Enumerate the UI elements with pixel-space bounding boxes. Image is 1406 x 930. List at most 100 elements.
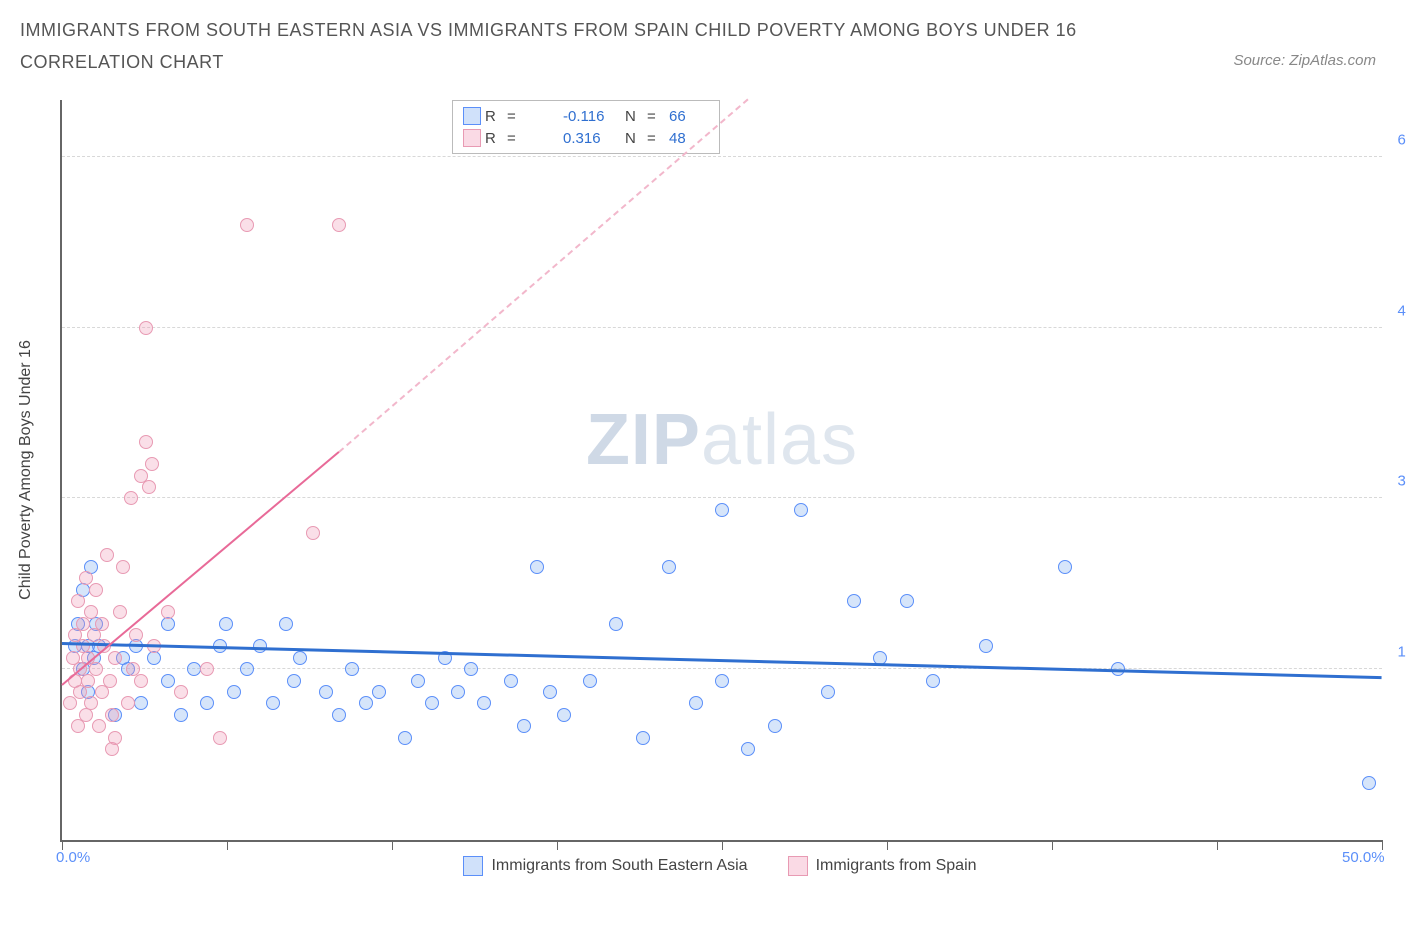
scatter-point <box>84 605 98 619</box>
stats-N-label-2: N <box>625 130 643 147</box>
stats-R-pink: 0.316 <box>563 130 621 147</box>
x-tick <box>1217 840 1218 850</box>
scatter-point <box>227 685 241 699</box>
scatter-point <box>609 617 623 631</box>
stats-swatch-blue <box>463 107 481 125</box>
legend-label-blue: Immigrants from South Eastern Asia <box>491 857 747 875</box>
scatter-point <box>134 696 148 710</box>
y-tick-label: 15.0% <box>1397 644 1406 661</box>
scatter-point <box>287 674 301 688</box>
stats-N-blue: 66 <box>669 108 709 125</box>
scatter-point <box>847 594 861 608</box>
gridline <box>62 668 1382 669</box>
scatter-point <box>504 674 518 688</box>
scatter-point <box>121 696 135 710</box>
x-tick <box>557 840 558 850</box>
scatter-point <box>145 457 159 471</box>
stats-R-blue: -0.116 <box>563 108 621 125</box>
scatter-point <box>266 696 280 710</box>
scatter-point <box>715 674 729 688</box>
x-tick <box>722 840 723 850</box>
scatter-point <box>92 719 106 733</box>
scatter-point <box>134 674 148 688</box>
x-tick <box>1052 840 1053 850</box>
x-tick <box>392 840 393 850</box>
scatter-point <box>113 605 127 619</box>
gridline <box>62 497 1382 498</box>
scatter-point <box>557 708 571 722</box>
stats-R-label-2: R <box>485 130 503 147</box>
scatter-point <box>319 685 333 699</box>
scatter-point <box>105 708 119 722</box>
scatter-point <box>124 491 138 505</box>
scatter-point <box>108 731 122 745</box>
scatter-point <box>636 731 650 745</box>
gridline <box>62 327 1382 328</box>
scatter-point <box>89 662 103 676</box>
y-axis-label: Child Poverty Among Boys Under 16 <box>17 340 35 600</box>
scatter-point <box>517 719 531 733</box>
stats-eq-2: = <box>647 108 665 125</box>
scatter-point <box>79 571 93 585</box>
scatter-point <box>139 321 153 335</box>
scatter-point <box>1362 776 1376 790</box>
stats-eq-4: = <box>647 130 665 147</box>
scatter-point <box>477 696 491 710</box>
scatter-point <box>139 435 153 449</box>
source-label: Source: ZipAtlas.com <box>1233 52 1376 69</box>
stats-R-label: R <box>485 108 503 125</box>
scatter-point <box>103 674 117 688</box>
scatter-point <box>116 560 130 574</box>
scatter-point <box>142 480 156 494</box>
scatter-point <box>741 742 755 756</box>
y-tick-label: 45.0% <box>1397 302 1406 319</box>
scatter-point <box>451 685 465 699</box>
plot-wrap: ZIPatlas Child Poverty Among Boys Under … <box>60 100 1380 840</box>
scatter-point <box>174 708 188 722</box>
scatter-point <box>1058 560 1072 574</box>
scatter-point <box>213 731 227 745</box>
x-tick <box>887 840 888 850</box>
scatter-point <box>900 594 914 608</box>
watermark-bold: ZIP <box>586 400 701 480</box>
scatter-point <box>583 674 597 688</box>
stats-box: R = -0.116 N = 66 R = 0.316 N = 48 <box>452 100 720 154</box>
scatter-point <box>63 696 77 710</box>
scatter-point <box>108 651 122 665</box>
legend-swatch-blue <box>463 856 483 876</box>
scatter-point <box>821 685 835 699</box>
scatter-point <box>332 218 346 232</box>
scatter-point <box>219 617 233 631</box>
stats-eq-3: = <box>507 130 559 147</box>
stats-swatch-pink <box>463 129 481 147</box>
scatter-point <box>464 662 478 676</box>
scatter-point <box>345 662 359 676</box>
watermark: ZIPatlas <box>586 399 858 481</box>
scatter-point <box>794 503 808 517</box>
scatter-point <box>89 583 103 597</box>
gridline <box>62 156 1382 157</box>
scatter-point <box>129 628 143 642</box>
scatter-point <box>71 594 85 608</box>
scatter-point <box>100 548 114 562</box>
scatter-point <box>689 696 703 710</box>
scatter-point <box>768 719 782 733</box>
legend-swatch-pink <box>788 856 808 876</box>
y-tick-label: 60.0% <box>1397 131 1406 148</box>
legend-item-pink: Immigrants from Spain <box>788 856 977 876</box>
stats-N-label: N <box>625 108 643 125</box>
scatter-point <box>543 685 557 699</box>
scatter-point <box>530 560 544 574</box>
scatter-point <box>662 560 676 574</box>
scatter-point <box>372 685 386 699</box>
chart-title: IMMIGRANTS FROM SOUTH EASTERN ASIA VS IM… <box>20 14 1140 79</box>
scatter-point <box>715 503 729 517</box>
legend-label-pink: Immigrants from Spain <box>816 857 977 875</box>
scatter-point <box>293 651 307 665</box>
bottom-legend: Immigrants from South Eastern Asia Immig… <box>60 856 1380 876</box>
scatter-point <box>174 685 188 699</box>
scatter-point <box>200 662 214 676</box>
scatter-point <box>926 674 940 688</box>
scatter-point <box>306 526 320 540</box>
scatter-point <box>84 696 98 710</box>
